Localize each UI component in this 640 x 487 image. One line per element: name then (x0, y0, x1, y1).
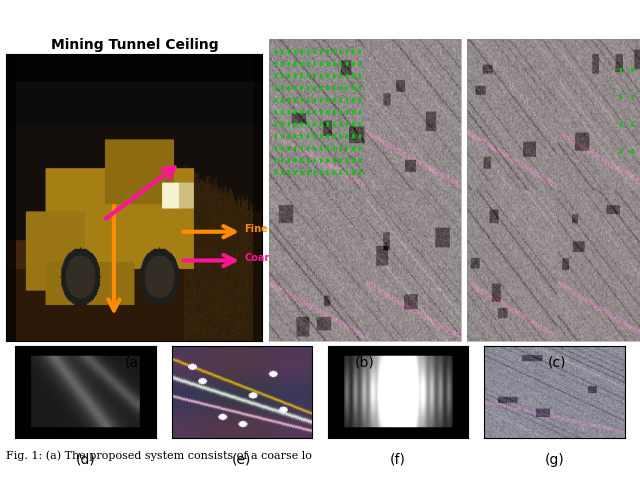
Text: (c): (c) (548, 356, 566, 370)
Text: (a): (a) (125, 356, 144, 370)
Text: Fig. 1: (a) The proposed system consists of a coarse lo: Fig. 1: (a) The proposed system consists… (6, 450, 312, 461)
Text: (b): (b) (355, 356, 374, 370)
Text: (f): (f) (390, 453, 406, 467)
Text: Fine: Fine (244, 224, 268, 234)
Text: Coarse: Coarse (244, 253, 282, 262)
Text: (d): (d) (76, 453, 95, 467)
Title: Mining Tunnel Ceiling: Mining Tunnel Ceiling (51, 38, 218, 53)
Text: (e): (e) (232, 453, 252, 467)
Text: (g): (g) (545, 453, 564, 467)
